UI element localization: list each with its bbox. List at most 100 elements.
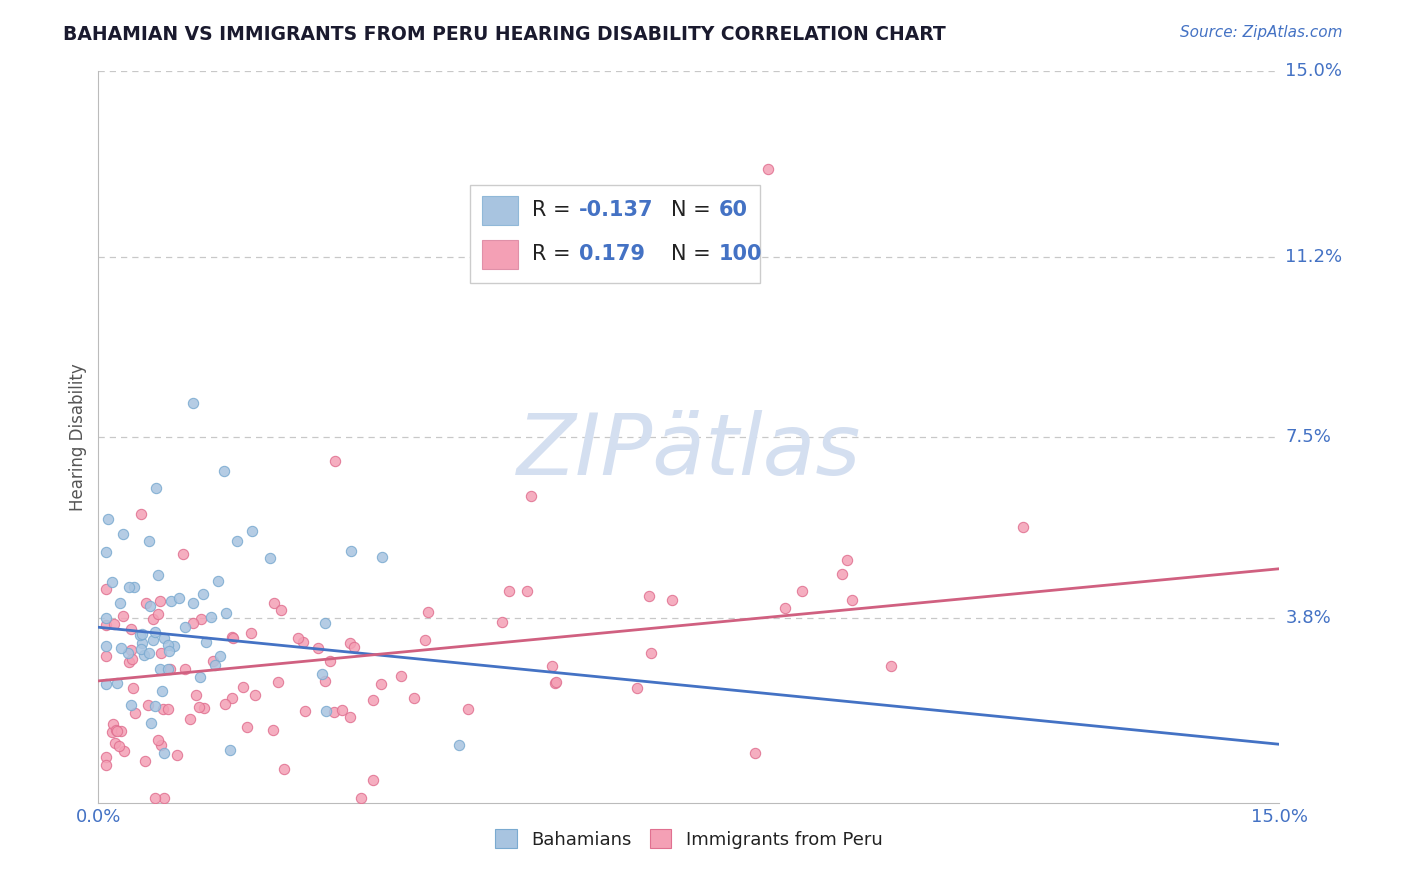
Point — [120, 698, 142, 713]
Point — [307, 640, 329, 655]
FancyBboxPatch shape — [482, 195, 517, 225]
Point — [153, 631, 176, 645]
Point — [447, 738, 470, 752]
Point — [118, 580, 141, 594]
Point — [207, 574, 229, 588]
Point — [541, 659, 564, 673]
Point — [835, 553, 858, 567]
Point — [294, 704, 316, 718]
Point — [157, 661, 180, 675]
Point — [291, 635, 314, 649]
Text: N =: N = — [671, 201, 717, 220]
Point — [148, 607, 170, 622]
Point — [122, 581, 145, 595]
Point — [174, 662, 197, 676]
Point — [157, 638, 180, 652]
Point — [124, 706, 146, 721]
Point — [314, 615, 336, 630]
Point — [370, 550, 392, 565]
Point — [131, 636, 153, 650]
Point — [97, 512, 120, 526]
Point — [638, 589, 661, 603]
Point — [131, 627, 153, 641]
Point — [104, 723, 127, 738]
Point — [120, 643, 142, 657]
Point — [546, 675, 568, 690]
Point — [183, 597, 205, 611]
Point — [96, 545, 118, 559]
Point — [343, 640, 366, 655]
Point — [149, 593, 172, 607]
Text: 7.5%: 7.5% — [1285, 428, 1331, 446]
Point — [314, 674, 336, 689]
Point — [187, 699, 209, 714]
Point — [218, 742, 240, 756]
Point — [96, 611, 118, 625]
Text: R =: R = — [531, 201, 576, 220]
Point — [172, 547, 194, 561]
Point — [149, 647, 172, 661]
Point — [214, 464, 236, 478]
Point — [120, 622, 142, 636]
Point — [145, 625, 167, 640]
Point — [162, 640, 184, 654]
Point — [190, 612, 212, 626]
Text: BAHAMIAN VS IMMIGRANTS FROM PERU HEARING DISABILITY CORRELATION CHART: BAHAMIAN VS IMMIGRANTS FROM PERU HEARING… — [63, 25, 946, 44]
Point — [221, 691, 243, 706]
FancyBboxPatch shape — [471, 185, 759, 284]
Point — [96, 758, 118, 772]
Point — [744, 746, 766, 760]
Point — [149, 738, 172, 752]
Point — [108, 595, 131, 609]
Point — [167, 591, 190, 606]
Text: N =: N = — [671, 244, 717, 264]
Point — [323, 454, 346, 468]
Point — [270, 603, 292, 617]
Point — [96, 582, 118, 597]
Point — [160, 594, 183, 608]
Point — [236, 720, 259, 734]
Point — [361, 772, 384, 787]
Point — [96, 677, 118, 691]
Point — [491, 615, 513, 629]
Point — [142, 632, 165, 647]
Point — [146, 733, 169, 747]
Point — [841, 593, 863, 607]
Point — [138, 533, 160, 548]
Point — [259, 550, 281, 565]
Point — [159, 662, 181, 676]
Point — [143, 699, 166, 714]
Point — [134, 754, 156, 768]
Point — [105, 676, 128, 690]
Point — [107, 739, 129, 753]
Text: ZIPätlas: ZIPätlas — [517, 410, 860, 493]
Point — [245, 688, 267, 702]
Point — [181, 615, 204, 630]
Point — [332, 703, 354, 717]
Point — [135, 596, 157, 610]
Point — [149, 662, 172, 676]
Y-axis label: Hearing Disability: Hearing Disability — [69, 363, 87, 511]
Point — [139, 599, 162, 614]
Point — [186, 688, 208, 702]
Point — [179, 712, 201, 726]
Point — [1012, 520, 1035, 534]
Text: 3.8%: 3.8% — [1285, 608, 1331, 626]
Point — [319, 654, 342, 668]
Point — [340, 544, 363, 558]
Point — [204, 657, 226, 672]
Point — [349, 791, 371, 805]
Text: 0.179: 0.179 — [579, 244, 645, 264]
Point — [132, 648, 155, 662]
Point — [389, 669, 412, 683]
Point — [370, 677, 392, 691]
Point — [773, 601, 796, 615]
Point — [118, 656, 141, 670]
Point — [194, 634, 217, 648]
Point — [110, 640, 132, 655]
Point — [232, 681, 254, 695]
Text: R =: R = — [531, 244, 576, 264]
Point — [792, 583, 814, 598]
Point — [544, 676, 567, 690]
Text: 100: 100 — [718, 244, 762, 264]
